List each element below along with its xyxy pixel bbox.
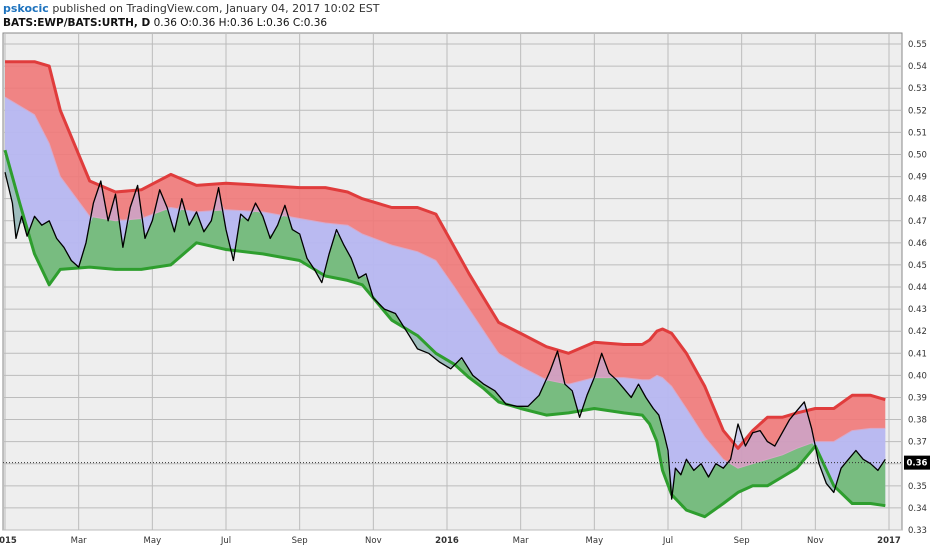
x-tick-label: 2015	[0, 536, 17, 546]
x-tick-label: Jul	[220, 536, 231, 546]
ohlc-values: 0.36 O:0.36 H:0.36 L:0.36 C:0.36	[153, 17, 328, 29]
published-text: published on TradingView.com, January 04…	[52, 2, 380, 15]
y-tick-label: 0.38	[908, 416, 927, 426]
price-line	[4, 172, 886, 500]
x-tick-label: Sep	[292, 536, 308, 546]
x-tick-label: Mar	[71, 536, 88, 546]
middle-band-overlay	[5, 97, 886, 492]
y-tick-label: 0.35	[908, 482, 927, 492]
username-link[interactable]: pskocic	[3, 2, 49, 15]
x-tick-label: May	[144, 536, 162, 546]
publish-line: pskocic published on TradingView.com, Ja…	[3, 2, 379, 15]
y-tick-label: 0.48	[908, 195, 927, 205]
y-tick-label: 0.54	[908, 62, 927, 72]
last-value-badge	[904, 455, 930, 470]
y-tick-label: 0.49	[908, 173, 927, 183]
y-tick-label: 0.55	[908, 40, 927, 50]
y-tick-label: 0.52	[908, 106, 927, 116]
y-tick-label: 0.39	[908, 393, 927, 403]
upper-band-fill	[5, 61, 886, 468]
y-tick-label: 0.34	[908, 504, 927, 514]
y-tick-label: 0.46	[908, 239, 927, 249]
y-tick-label: 0.42	[908, 327, 927, 337]
y-tick-label: 0.33	[908, 526, 927, 536]
y-tick-label: 0.41	[908, 349, 927, 359]
y-tick-label: 0.47	[908, 217, 927, 227]
y-tick-label: 0.40	[908, 371, 927, 381]
x-tick-label: Jul	[662, 536, 673, 546]
y-tick-label: 0.51	[908, 128, 927, 138]
symbol-line: BATS:EWP/BATS:URTH, D 0.36 O:0.36 H:0.36…	[3, 17, 327, 29]
x-tick-label: Nov	[365, 536, 382, 546]
y-tick-label: 0.44	[908, 283, 927, 293]
x-tick-label: Nov	[807, 536, 824, 546]
x-tick-label: 2017	[877, 536, 901, 546]
x-tick-label: Mar	[513, 536, 530, 546]
x-tick-label: 2016	[435, 536, 459, 546]
symbol-label: BATS:EWP/BATS:URTH, D	[3, 17, 151, 29]
y-tick-label: 0.50	[908, 150, 927, 160]
x-tick-label: May	[586, 536, 604, 546]
y-tick-label: 0.45	[908, 261, 927, 271]
y-tick-label: 0.43	[908, 305, 927, 315]
last-value-label: 0.36	[907, 459, 928, 469]
y-tick-label: 0.37	[908, 438, 927, 448]
upper-band-line	[5, 60, 886, 450]
lower-band-fill	[5, 150, 886, 517]
y-tick-label: 0.53	[908, 84, 927, 94]
x-tick-label: Sep	[734, 536, 750, 546]
